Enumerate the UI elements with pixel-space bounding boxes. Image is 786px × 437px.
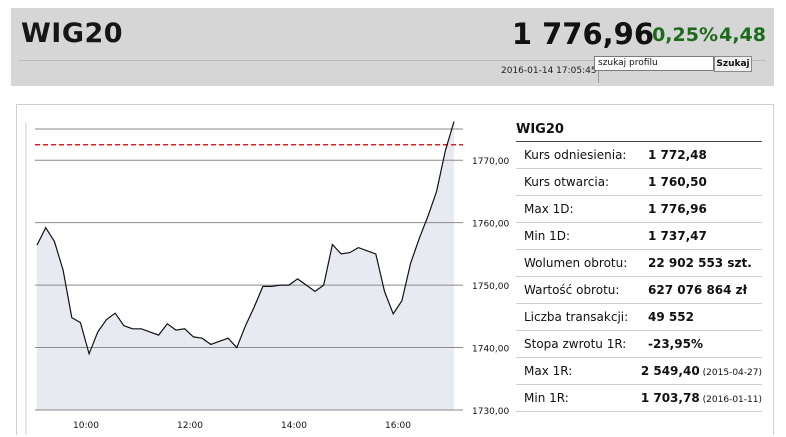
stats-value: 1 760,50 — [648, 175, 707, 189]
stats-label: Liczba transakcji: — [524, 310, 629, 324]
y-tick-label: 1730,00 — [472, 407, 509, 417]
stats-value: 627 076 864 zł — [648, 283, 747, 297]
current-price: 1 776,96 — [511, 17, 654, 51]
x-tick-label: 16:00 — [385, 421, 411, 431]
stats-date: (2015-04-27) — [702, 368, 762, 378]
price-area-fill — [37, 121, 454, 410]
stats-row: Max 1D: 1 776,96 — [516, 196, 762, 223]
quote-header: WIG20 1 776,96 0,25% 4,48 2016-01-14 17:… — [11, 8, 774, 86]
stats-label: Max 1D: — [524, 202, 574, 216]
chart-panel: 1770,00 1760,00 1750,00 1740,00 1730,00 10:00… — [16, 104, 774, 435]
stats-value: 49 552 — [648, 310, 694, 324]
x-tick-label: 10:00 — [73, 421, 99, 431]
stats-row: Min 1R: 1 703,78 (2016-01-11) — [516, 385, 762, 412]
stats-value: 1 703,78 (2016-01-11) — [641, 391, 762, 405]
change-absolute: 4,48 — [719, 24, 766, 46]
stats-value-text: 2 549,40 — [640, 364, 700, 378]
stats-value-text: 49 552 — [648, 310, 694, 324]
price-line — [36, 121, 455, 356]
y-tick-label: 1770,00 — [472, 157, 509, 167]
stats-date: (2016-01-11) — [702, 395, 762, 405]
stats-table: WIG20 Kurs odniesienia: 1 772,48 Kurs otwa… — [516, 121, 762, 412]
stats-label: Wolumen obrotu: — [524, 256, 628, 270]
stats-title: WIG20 — [516, 121, 762, 142]
stats-label: Stopa zwrotu 1R: — [524, 337, 627, 351]
stats-value: 1 776,96 — [648, 202, 707, 216]
stats-label: Kurs otwarcia: — [524, 175, 610, 189]
stats-value-text: -23,95% — [648, 337, 703, 351]
stats-row: Wartość obrotu: 627 076 864 zł — [516, 277, 762, 304]
stats-label: Wartość obrotu: — [524, 283, 620, 297]
change-percent: 0,25% — [652, 24, 718, 46]
stats-label: Kurs odniesienia: — [524, 148, 627, 162]
stats-value-text: 1 760,50 — [648, 175, 707, 189]
stats-value: 22 902 553 szt. — [648, 256, 752, 270]
stats-value-text: 1 772,48 — [648, 148, 707, 162]
stats-value-text: 1 776,96 — [648, 202, 707, 216]
quote-timestamp: 2016-01-14 17:05:45 — [501, 66, 597, 76]
stats-value-text: 627 076 864 zł — [648, 283, 748, 297]
stats-value: 1 772,48 — [648, 148, 707, 162]
stats-row: Kurs otwarcia: 1 760,50 — [516, 169, 762, 196]
stats-value-text: 1 737,47 — [648, 229, 707, 243]
y-tick-label: 1740,00 — [472, 345, 509, 355]
x-tick-label: 14:00 — [281, 421, 307, 431]
toolbar-separator — [598, 63, 599, 83]
stats-label: Min 1D: — [524, 229, 571, 243]
intraday-chart: 1770,00 1760,00 1750,00 1740,00 1730,00 10:00… — [25, 121, 509, 435]
y-tick-label: 1750,00 — [472, 282, 509, 292]
stats-label: Max 1R: — [524, 364, 573, 378]
x-tick-label: 12:00 — [177, 421, 203, 431]
stats-value-text: 22 902 553 szt. — [648, 256, 752, 270]
stats-row: Wolumen obrotu: 22 902 553 szt. — [516, 250, 762, 277]
stats-value: 1 737,47 — [648, 229, 707, 243]
search-button[interactable]: Szukaj — [714, 56, 752, 72]
y-tick-label: 1760,00 — [472, 220, 509, 230]
stats-value: -23,95% — [648, 337, 703, 351]
stats-row: Liczba transakcji: 49 552 — [516, 304, 762, 331]
stats-value: 2 549,40 (2015-04-27) — [641, 364, 762, 378]
stats-row: Min 1D: 1 737,47 — [516, 223, 762, 250]
instrument-title: WIG20 — [21, 18, 124, 49]
stats-row: Max 1R: 2 549,40 (2015-04-27) — [516, 358, 762, 385]
profile-search-input[interactable] — [594, 56, 714, 71]
header-divider — [19, 60, 766, 61]
stats-row: Stopa zwrotu 1R: -23,95% — [516, 331, 762, 358]
stats-value-text: 1 703,78 — [640, 391, 700, 405]
stats-row: Kurs odniesienia: 1 772,48 — [516, 142, 762, 169]
stats-label: Min 1R: — [524, 391, 569, 405]
